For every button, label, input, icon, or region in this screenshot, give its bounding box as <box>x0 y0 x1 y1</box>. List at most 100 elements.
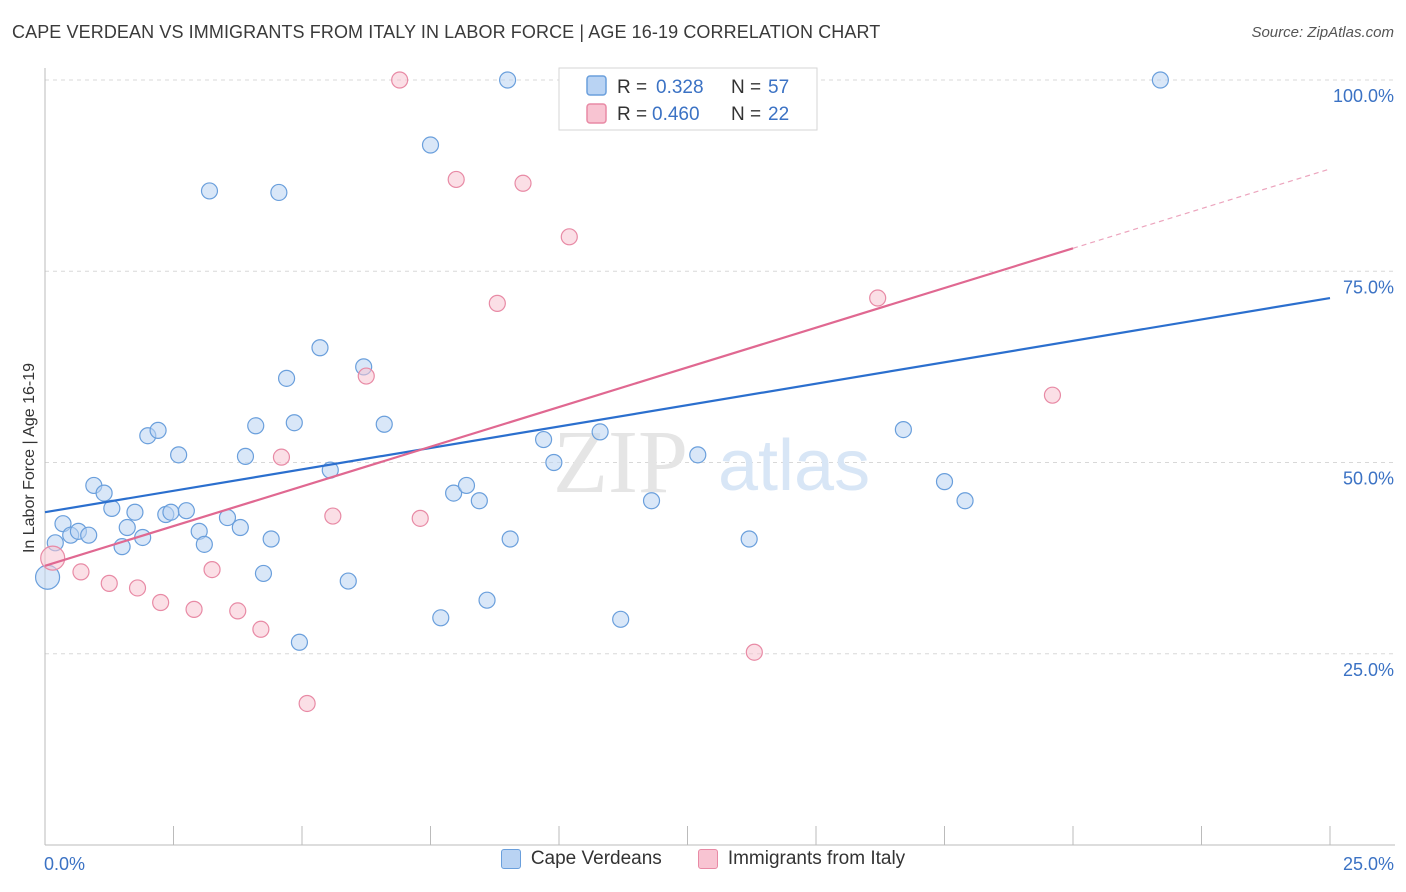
data-point-pink <box>324 507 342 525</box>
data-point-blue <box>231 518 249 537</box>
grid-lines: 25.0% 50.0% 75.0% 100.0% <box>45 79 1395 680</box>
data-point-pink <box>185 600 203 618</box>
data-point-pink <box>40 545 66 571</box>
stats-r-label-2: R = <box>617 104 652 125</box>
stats-swatch-pink <box>586 103 607 124</box>
data-point-blue <box>290 633 309 651</box>
data-point-blue <box>740 530 758 548</box>
source-label: Source: ZipAtlas.com <box>1251 24 1394 41</box>
data-point-blue <box>170 446 188 464</box>
stats-swatch-blue <box>586 75 607 96</box>
data-point-blue <box>470 492 488 510</box>
axes <box>44 68 1395 846</box>
stats-r-value-2: 0.460 <box>652 104 700 125</box>
data-point-blue <box>591 423 609 441</box>
legend: Cape Verdeans Immigrants from Italy <box>0 848 1406 870</box>
data-point-blue <box>935 473 954 491</box>
data-point-blue <box>612 610 630 628</box>
y-tick-label: 25.0% <box>1343 660 1394 680</box>
data-point-blue <box>149 421 167 439</box>
legend-label-immigrants-italy: Immigrants from Italy <box>727 848 906 869</box>
data-point-blue <box>432 609 450 627</box>
data-point-blue <box>254 564 273 583</box>
y-tick-label: 50.0% <box>1343 469 1394 489</box>
legend-item-immigrants-italy: Immigrants from Italy <box>697 848 906 870</box>
data-point-pink <box>560 228 578 246</box>
stats-n-value-2: 22 <box>768 104 789 125</box>
watermark-zip: ZIP <box>553 413 688 512</box>
data-point-blue <box>285 414 303 432</box>
data-point-pink <box>203 560 221 579</box>
data-point-pink <box>100 574 118 592</box>
data-point-blue <box>162 503 180 521</box>
data-point-pink <box>488 294 506 312</box>
x-tick-label-left: 0.0% <box>44 854 85 874</box>
data-point-blue <box>642 492 661 510</box>
chart-title: CAPE VERDEAN VS IMMIGRANTS FROM ITALY IN… <box>12 22 881 42</box>
data-point-blue <box>894 421 912 439</box>
data-point-blue <box>80 526 98 544</box>
data-point-blue <box>270 183 288 202</box>
legend-swatch-blue <box>500 849 521 869</box>
data-point-pink <box>229 602 247 620</box>
data-point-blue <box>200 182 219 200</box>
data-point-blue <box>375 415 393 433</box>
data-point-pink <box>357 367 375 385</box>
data-point-blue <box>247 417 265 435</box>
watermark: ZIP atlas <box>553 413 870 512</box>
data-point-blue <box>311 339 329 357</box>
data-point-blue <box>499 71 517 89</box>
data-point-pink <box>1043 386 1062 404</box>
data-point-pink <box>514 174 532 192</box>
data-point-blue <box>126 503 144 521</box>
trend-extension-pink <box>1072 168 1331 249</box>
x-tick-label-right: 25.0% <box>1343 854 1394 874</box>
data-point-blue <box>1151 71 1169 89</box>
data-point-blue <box>501 530 519 548</box>
stats-n-value-1: 57 <box>768 77 789 98</box>
data-point-pink <box>128 579 147 597</box>
stats-r-label-1: R = <box>617 77 652 98</box>
data-point-blue <box>689 446 707 464</box>
data-point-blue <box>478 591 496 609</box>
stats-n-label-1: N = <box>731 77 766 98</box>
y-tick-label: 100.0% <box>1333 86 1394 106</box>
y-tick-label: 75.0% <box>1343 277 1394 297</box>
data-point-pink <box>745 643 763 661</box>
legend-swatch-pink <box>697 849 718 869</box>
data-point-blue <box>195 535 213 553</box>
data-point-blue <box>421 136 440 154</box>
data-point-pink <box>272 448 291 466</box>
data-point-pink <box>152 593 170 612</box>
y-axis-label: In Labor Force | Age 16-19 <box>21 363 38 553</box>
stats-r-value-1: 0.328 <box>656 77 704 98</box>
data-point-pink <box>72 563 90 581</box>
data-point-pink <box>447 170 465 189</box>
trend-line-blue <box>44 296 1331 514</box>
data-points <box>34 71 1169 713</box>
data-point-blue <box>457 476 476 495</box>
data-point-blue <box>95 484 113 502</box>
data-point-pink <box>298 694 316 713</box>
data-point-blue <box>177 502 195 520</box>
data-point-blue <box>339 572 357 590</box>
data-point-blue <box>277 369 296 387</box>
data-point-blue <box>534 430 553 449</box>
stats-box: R = 0.328 N = 57 R = 0.460 N = 22 <box>558 67 818 131</box>
data-point-pink <box>252 620 270 638</box>
trend-line-pink <box>44 247 1074 567</box>
data-point-blue <box>236 447 255 465</box>
data-point-blue <box>545 453 563 472</box>
data-point-pink <box>411 509 429 527</box>
legend-item-cape-verdeans: Cape Verdeans <box>500 848 662 870</box>
data-point-blue <box>445 484 463 502</box>
watermark-atlas: atlas <box>718 426 870 506</box>
stats-n-label-2: N = <box>731 104 766 125</box>
data-point-blue <box>262 530 280 548</box>
data-point-blue <box>118 518 136 537</box>
trend-lines <box>44 168 1331 567</box>
data-point-blue <box>956 492 974 510</box>
data-point-pink <box>869 289 887 307</box>
legend-label-cape-verdeans: Cape Verdeans <box>530 848 662 869</box>
